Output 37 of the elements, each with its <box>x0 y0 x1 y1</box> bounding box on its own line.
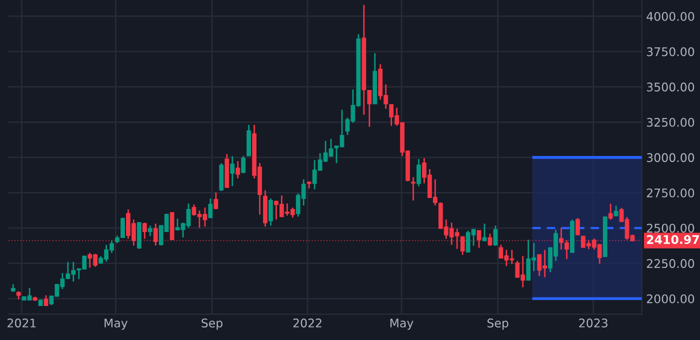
candlestick <box>236 160 240 180</box>
x-tick-label: May <box>104 318 128 330</box>
candlestick <box>575 217 580 236</box>
candlestick <box>153 222 158 246</box>
candlestick <box>214 192 218 210</box>
y-tick-label: 3250.00 <box>646 118 694 127</box>
candlestick <box>416 158 421 188</box>
y-tick-label: 4000.00 <box>646 12 694 21</box>
x-tick-label: 2023 <box>579 318 608 328</box>
candlestick <box>142 222 147 240</box>
x-tick-label: Sep <box>202 318 222 330</box>
candlestick <box>488 232 492 247</box>
candlestick <box>148 224 152 237</box>
y-tick-label: 3000.00 <box>646 153 694 162</box>
x-tick-label: 2022 <box>293 318 322 328</box>
candlestick <box>44 294 48 306</box>
y-tick-label: 2750.00 <box>646 188 694 198</box>
candlestick <box>493 224 498 247</box>
x-tick-label: May <box>390 318 414 330</box>
y-tick-label: 2250.00 <box>646 259 694 268</box>
y-tick-label: 3500.00 <box>646 82 694 92</box>
ref-line-label: 2410.97 <box>647 235 699 244</box>
candlestick <box>230 155 235 187</box>
candlestick <box>241 155 246 174</box>
candlestick <box>268 198 273 226</box>
y-tick-label: 2500.00 <box>646 224 694 233</box>
x-tick-label: 2021 <box>8 318 36 328</box>
y-tick-label: 2000.00 <box>646 294 694 304</box>
candlestick <box>411 176 416 202</box>
candlestick <box>614 205 618 216</box>
candlestick <box>476 230 482 248</box>
y-tick-label: 3750.00 <box>646 47 694 56</box>
candlestick <box>608 203 613 220</box>
candlestick <box>208 198 213 218</box>
x-tick-label: Sep <box>487 318 508 330</box>
candlestick <box>482 222 487 242</box>
candlestick <box>367 90 372 128</box>
